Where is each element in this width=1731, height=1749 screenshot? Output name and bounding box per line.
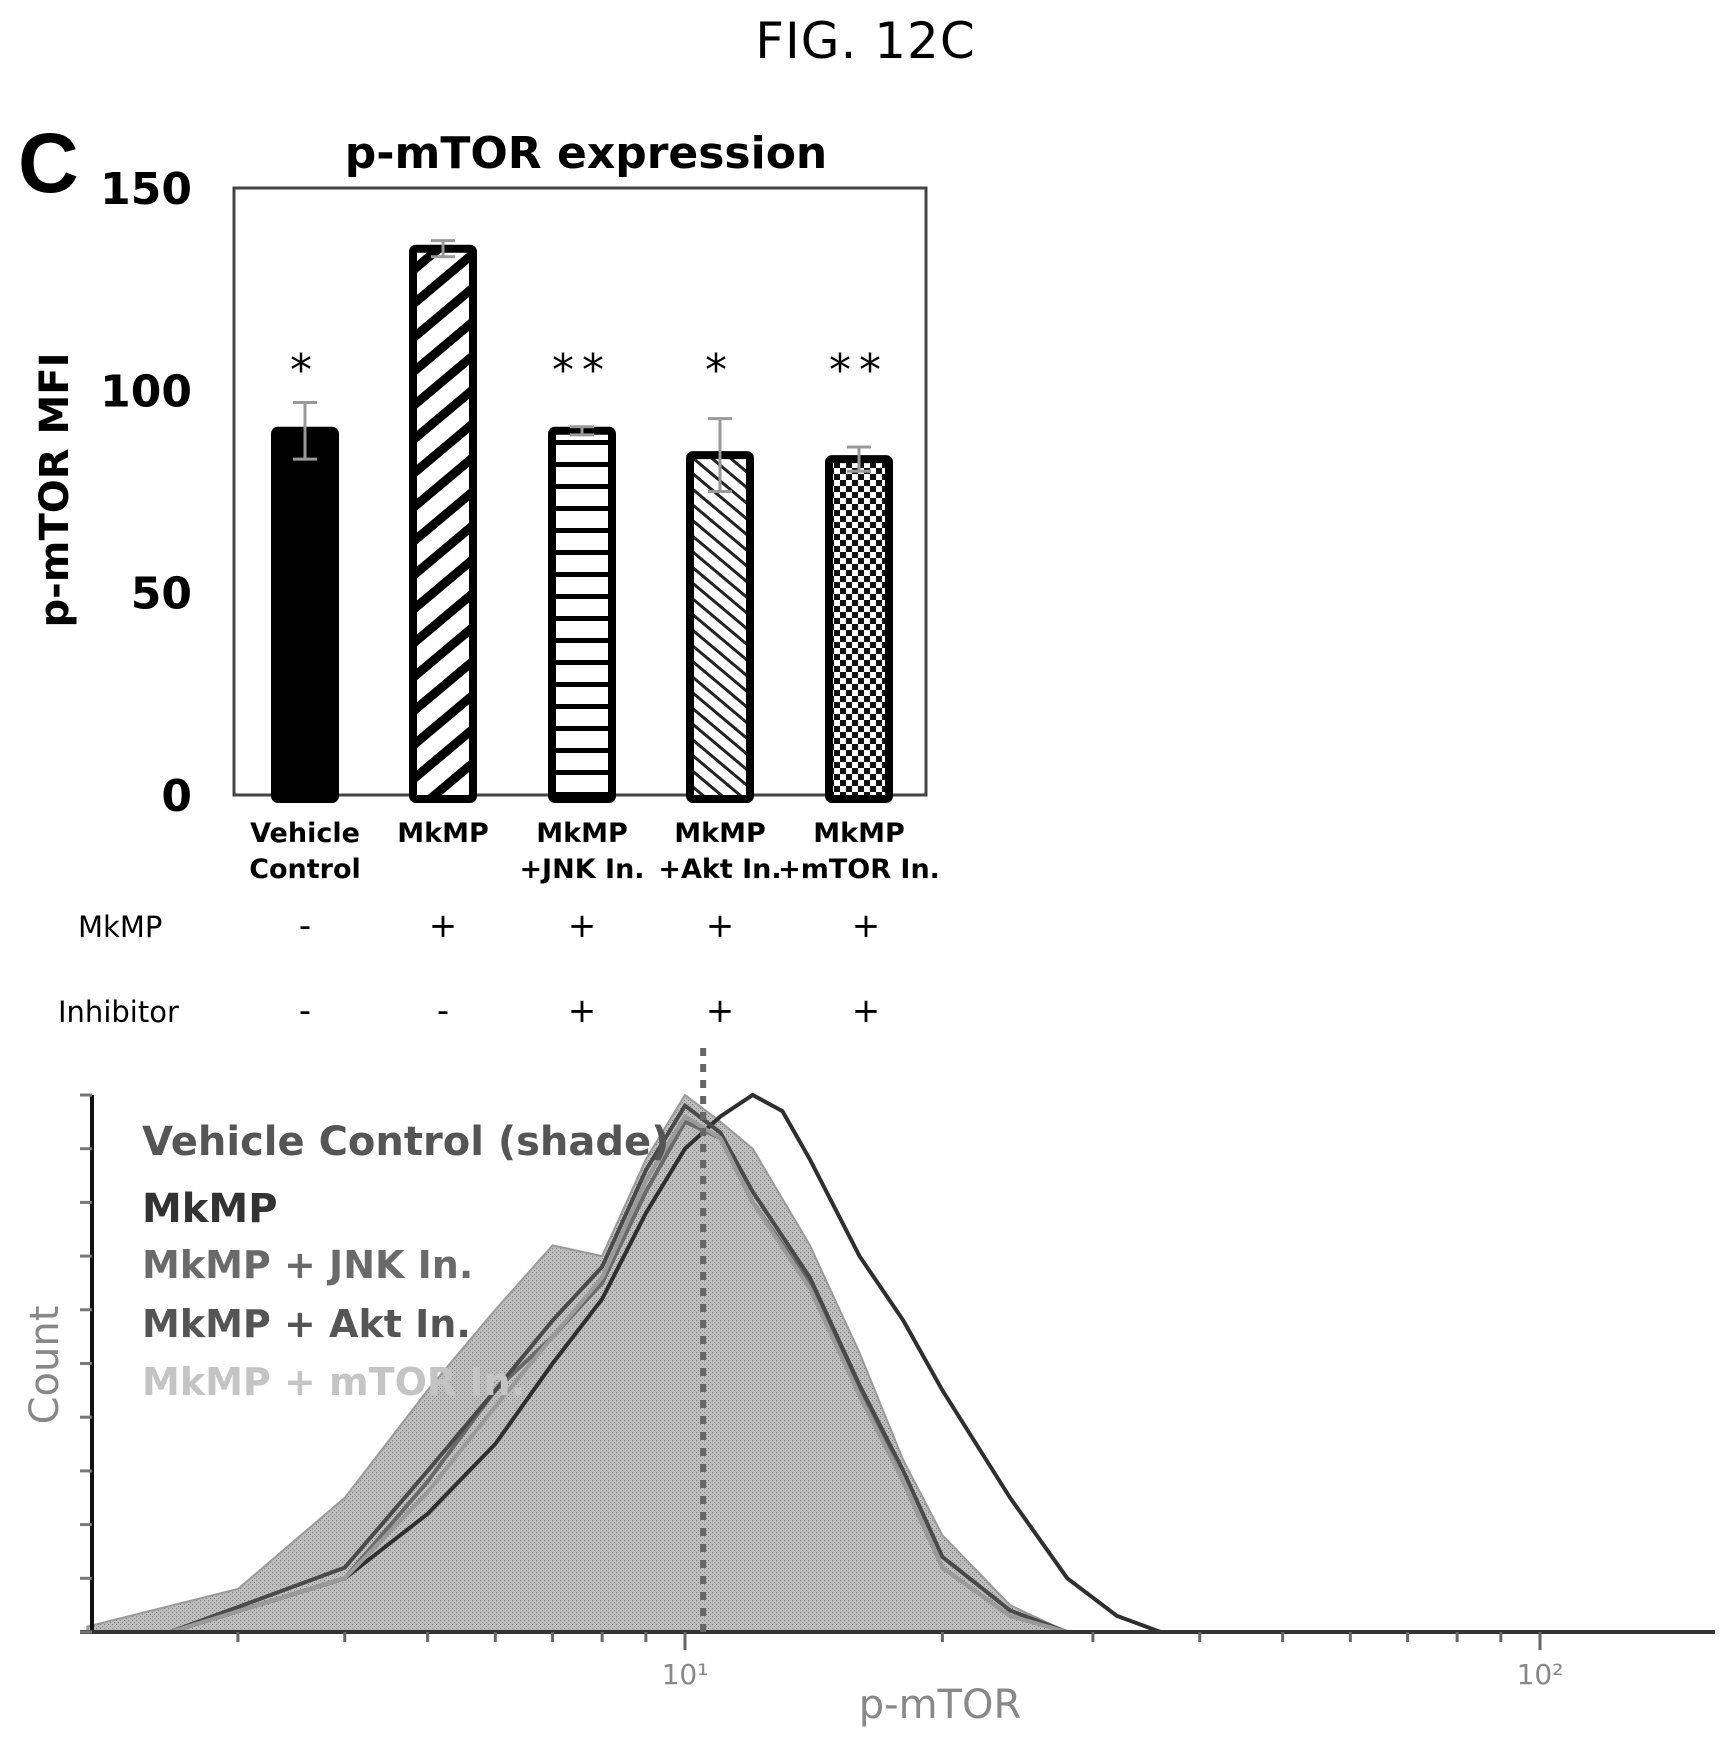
bar-3	[686, 451, 754, 803]
legend-entry: Vehicle Control (shade)	[142, 1119, 669, 1165]
panel-letter: C	[18, 116, 79, 210]
y-tick-label: 100	[100, 366, 192, 417]
significance-marker: **	[552, 345, 612, 396]
x-tick-label: MkMP	[813, 818, 904, 849]
legend-entry: MkMP + Akt In.	[142, 1302, 471, 1346]
histogram-x-ticks: 10¹ 10²	[236, 1632, 1564, 1691]
x-tick-label: +mTOR In.	[778, 854, 940, 885]
bar-y-axis-label: p-mTOR MFI	[32, 353, 78, 628]
y-tick-labels: 0 50 100 150	[100, 164, 192, 822]
y-tick-label: 50	[131, 569, 192, 620]
histogram-series	[86, 1092, 1162, 1634]
condition-row-label: MkMP	[78, 910, 163, 944]
x-tick-label: MkMP	[397, 818, 488, 849]
condition-sign: +	[567, 991, 597, 1031]
histogram-series-line-2	[169, 1119, 1068, 1634]
bar-2	[548, 426, 616, 803]
x-tick-label: +Akt In.	[658, 854, 781, 885]
bar-0	[271, 426, 339, 803]
condition-sign: +	[705, 906, 735, 946]
condition-sign: +	[851, 906, 881, 946]
x-tick-label: MkMP	[536, 818, 627, 849]
histogram-series-line-1	[169, 1092, 1162, 1634]
x-tick-label: Vehicle	[250, 818, 360, 849]
histogram-series-vehicle-shade	[86, 1093, 1068, 1633]
histogram-y-axis-label: Count	[22, 1306, 68, 1425]
significance-marker: **	[829, 345, 889, 396]
bar-4	[825, 455, 893, 803]
histogram-x-axis-label: p-mTOR	[859, 1682, 1022, 1728]
bar-chart: p-mTOR expression p-mTOR MFI 0 50 100 150 *…	[32, 128, 940, 885]
x-tick-label: +JNK In.	[519, 854, 644, 885]
significance-marker: *	[705, 345, 735, 396]
bar-1	[409, 244, 477, 803]
legend-entry: MkMP + JNK In.	[142, 1243, 473, 1287]
legend-entry: MkMP	[142, 1186, 278, 1232]
histogram-series-line-3	[169, 1102, 1069, 1634]
legend-entry: MkMP + mTOR In.	[142, 1360, 525, 1404]
x-tick-labels: Vehicle Control MkMP MkMP +JNK In. MkMP +Akt I…	[249, 818, 940, 885]
histogram-series-line-4	[169, 1113, 1068, 1634]
x-tick-label: 10¹	[662, 1658, 709, 1691]
y-tick-label: 0	[161, 771, 192, 822]
condition-sign: -	[436, 991, 450, 1031]
condition-sign: +	[705, 991, 735, 1031]
condition-row-label: Inhibitor	[58, 995, 179, 1029]
condition-sign: +	[428, 906, 458, 946]
bar-chart-title: p-mTOR expression	[345, 128, 828, 179]
condition-sign: +	[851, 991, 881, 1031]
condition-sign: -	[298, 991, 312, 1031]
y-tick-label: 150	[100, 164, 192, 215]
x-tick-label: Control	[249, 854, 361, 885]
x-tick-label: 10²	[1517, 1658, 1564, 1691]
bar-marks: * ** * **	[271, 239, 893, 803]
histogram-legend: Vehicle Control (shade) MkMP MkMP + JNK In…	[142, 1119, 669, 1404]
figure-title: FIG. 12C	[755, 12, 976, 70]
histogram-y-ticks	[80, 1093, 92, 1634]
condition-sign: +	[567, 906, 597, 946]
significance-marker: *	[290, 345, 320, 396]
condition-sign: -	[298, 906, 312, 946]
x-tick-label: MkMP	[674, 818, 765, 849]
